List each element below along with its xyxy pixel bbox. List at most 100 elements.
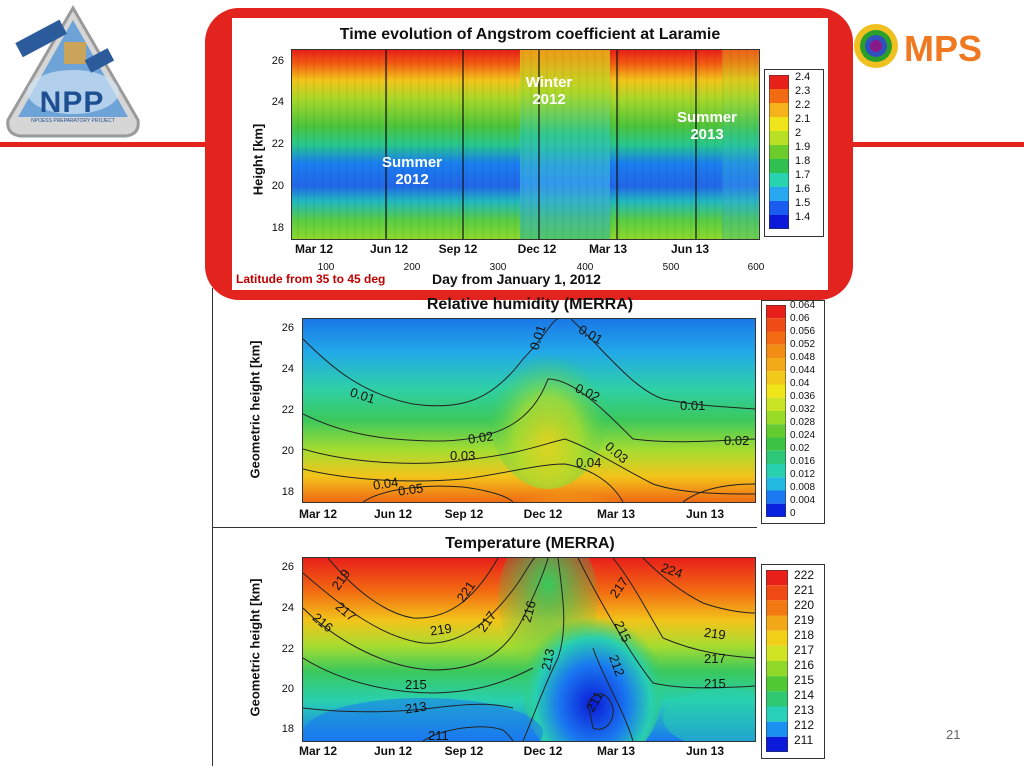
latitude-note: Latitude from 35 to 45 deg	[236, 272, 386, 286]
temperature-colorbar-label: 217	[794, 643, 815, 657]
temperature-contour-label: 211	[428, 728, 449, 743]
humidity-colorbar-label: 0.012	[790, 469, 816, 480]
angstrom-day-tick: 100	[317, 262, 335, 273]
page-number: 21	[946, 727, 961, 742]
angstrom-month-tick: Sep 12	[438, 242, 478, 256]
humidity-colorbar-label: 0.048	[790, 352, 816, 363]
temperature-colorbar-label: 211	[794, 733, 814, 747]
npp-logo-text: NPP	[39, 86, 105, 119]
angstrom-colorbar-label: 2.3	[795, 85, 811, 97]
temperature-month-tick: Jun 12	[373, 744, 413, 758]
angstrom-colorbar-label: 2.1	[795, 113, 811, 125]
temperature-ytick: 24	[281, 602, 294, 614]
humidity-ylabel: Geometric height [km]	[247, 340, 263, 479]
angstrom-day-tick: 600	[747, 262, 765, 273]
humidity-ytick: 18	[281, 486, 294, 498]
angstrom-colorbar-label: 1.5	[795, 197, 811, 209]
angstrom-day-tick: 300	[489, 262, 507, 273]
header-rule-right	[852, 142, 1024, 147]
humidity-colorbar-label: 0.004	[790, 495, 816, 506]
temperature-contour-label: 219	[429, 620, 453, 639]
humidity-colorbar-label: 0.016	[790, 456, 816, 467]
temperature-contour-label: 219	[703, 624, 727, 643]
humidity-month-tick: Dec 12	[523, 507, 563, 521]
angstrom-colorbar-label: 2	[795, 127, 802, 139]
humidity-colorbar-label: 0.036	[790, 391, 816, 402]
humidity-title: Relative humidity (MERRA)	[426, 296, 634, 313]
npp-logo-subtext: NPOESS PREPARATORY PROJECT	[31, 118, 115, 124]
temperature-colorbar-label: 221	[794, 583, 815, 597]
humidity-ytick: 26	[281, 322, 294, 334]
temperature-contour-label: 217	[704, 651, 726, 666]
humidity-colorbar-label: 0.06	[790, 313, 810, 324]
temperature-ytick: 22	[281, 643, 294, 655]
temperature-month-tick: Dec 12	[523, 744, 563, 758]
panel-separator	[212, 527, 757, 528]
humidity-colorbar-label: 0	[790, 508, 796, 519]
angstrom-colorbar-label: 1.6	[795, 183, 811, 195]
angstrom-colorbar-label: 2.2	[795, 99, 811, 111]
humidity-heatmap	[302, 318, 756, 503]
temperature-colorbar-label: 212	[794, 718, 815, 732]
angstrom-month-tick: Mar 12	[294, 242, 334, 256]
angstrom-ytick: 22	[271, 138, 284, 150]
humidity-contour-label: 0.04	[576, 455, 602, 470]
annotation-summer-2012: Summer 2012	[381, 154, 443, 188]
humidity-colorbar-label: 0.052	[790, 339, 816, 350]
humidity-month-tick: Mar 12	[298, 507, 338, 521]
temperature-ytick: 26	[281, 561, 294, 573]
humidity-colorbar-label: 0.028	[790, 417, 816, 428]
temperature-month-tick: Mar 12	[298, 744, 338, 758]
temperature-colorbar-label: 222	[794, 568, 815, 582]
temperature-ytick: 20	[281, 683, 294, 695]
temperature-contour-label: 215	[405, 677, 427, 692]
temperature-ylabel: Geometric height [km]	[247, 578, 263, 717]
angstrom-month-tick: Jun 13	[670, 242, 710, 256]
angstrom-month-tick: Jun 12	[369, 242, 409, 256]
humidity-contour-label: 0.01	[680, 398, 706, 413]
humidity-ytick: 20	[281, 445, 294, 457]
humidity-month-tick: Jun 13	[685, 507, 725, 521]
mps-logo: MPS	[852, 22, 1012, 78]
angstrom-ytick: 18	[271, 222, 284, 234]
humidity-colorbar-label: 0.064	[790, 300, 816, 311]
humidity-colorbar-label: 0.024	[790, 430, 816, 441]
mps-logo-text: MPS	[904, 28, 983, 69]
temperature-colorbar-label: 214	[794, 688, 815, 702]
temperature-contour-label: 213	[404, 698, 428, 717]
temperature-colorbar-label: 216	[794, 658, 815, 672]
angstrom-title: Time evolution of Angstrom coefficient a…	[339, 26, 721, 43]
temperature-colorbar-label: 213	[794, 703, 815, 717]
temperature-colorbar-label: 218	[794, 628, 815, 642]
angstrom-colorbar-label: 2.4	[795, 71, 811, 83]
header-rule-left	[0, 142, 210, 147]
temperature-title: Temperature (MERRA)	[445, 535, 615, 552]
angstrom-month-tick: Dec 12	[517, 242, 557, 256]
angstrom-colorbar-label: 1.9	[795, 141, 811, 153]
angstrom-colorbar-label: 1.4	[795, 211, 811, 223]
temperature-ytick: 18	[281, 723, 294, 735]
angstrom-xlabel: Day from January 1, 2012	[432, 271, 601, 287]
angstrom-day-tick: 400	[576, 262, 594, 273]
humidity-colorbar-label: 0.056	[790, 326, 816, 337]
angstrom-colorbar: 2.4 2.3 2.2 2.1 2 1.9 1.8 1.7 1.6 1.5 1.…	[764, 69, 824, 237]
temperature-month-tick: Sep 12	[444, 744, 484, 758]
temperature-colorbar-label: 219	[794, 613, 815, 627]
temperature-colorbar-label: 220	[794, 598, 815, 612]
angstrom-heatmap: Winter 2012 Summer 2013 Summer 2012	[291, 49, 760, 240]
humidity-ytick: 24	[281, 363, 294, 375]
humidity-month-tick: Sep 12	[444, 507, 484, 521]
angstrom-colorbar-label: 1.8	[795, 155, 811, 167]
humidity-colorbar-label: 0.044	[790, 365, 816, 376]
humidity-colorbar-label: 0.032	[790, 404, 816, 415]
temperature-heatmap	[302, 557, 756, 742]
angstrom-ytick: 20	[271, 180, 284, 192]
humidity-ytick: 22	[281, 404, 294, 416]
humidity-contour-label: 0.02	[724, 433, 750, 448]
npp-logo: NPP NPOESS PREPARATORY PROJECT	[2, 2, 144, 142]
angstrom-colorbar-label: 1.7	[795, 169, 811, 181]
temperature-month-tick: Mar 13	[596, 744, 636, 758]
humidity-colorbar: 0.064 0.06 0.056 0.052 0.048 0.044 0.04 …	[761, 300, 825, 524]
humidity-colorbar-label: 0.008	[790, 482, 816, 493]
annotation-summer-2013: Summer 2013	[676, 109, 738, 143]
